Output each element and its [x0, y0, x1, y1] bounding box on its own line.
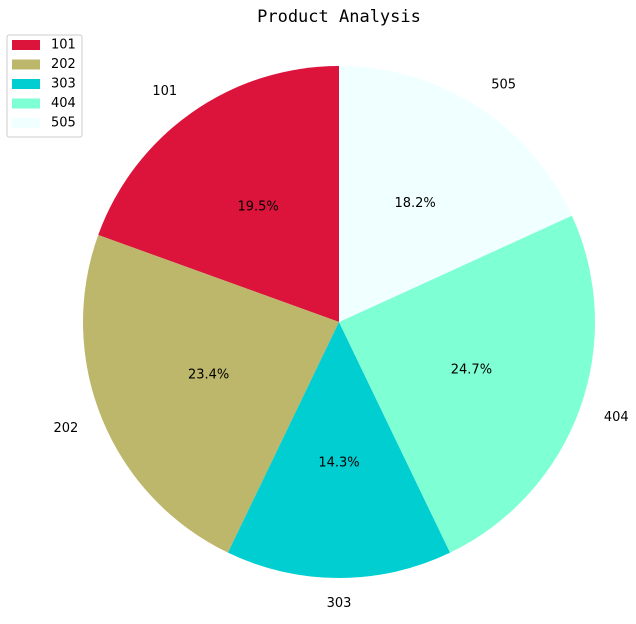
- pie-slice-101: [98, 66, 339, 322]
- slice-label-505: 505: [491, 78, 516, 93]
- legend-swatch-404: [12, 98, 40, 109]
- legend-label-202: 202: [51, 57, 76, 72]
- slice-labels: 101 19.5% 202 23.4% 303 14.3% 404 24.7% 505 18.2%: [53, 78, 628, 611]
- legend-swatch-202: [12, 59, 40, 70]
- percent-label-101: 19.5%: [237, 199, 278, 214]
- percent-label-505: 18.2%: [394, 196, 435, 211]
- legend-swatch-101: [12, 40, 40, 50]
- slice-label-404: 404: [604, 410, 629, 425]
- chart-title: Product Analysis: [257, 7, 421, 27]
- legend: 101 202 303 404 505: [6, 34, 83, 138]
- legend-swatch-505: [12, 118, 40, 128]
- pie-slices: [82, 66, 595, 578]
- pie-slice-303: [227, 322, 451, 578]
- pie-slice-505: [339, 66, 572, 322]
- percent-label-202: 23.4%: [188, 368, 229, 383]
- pie-slice-404: [339, 215, 595, 553]
- percent-label-404: 24.7%: [451, 362, 492, 377]
- legend-label-404: 404: [51, 96, 76, 111]
- legend-label-303: 303: [51, 77, 76, 92]
- legend-swatch-303: [12, 79, 40, 89]
- slice-label-101: 101: [152, 84, 177, 99]
- pie-slice-202: [82, 234, 339, 553]
- legend-label-505: 505: [51, 116, 76, 131]
- legend-label-101: 101: [51, 38, 76, 53]
- slice-label-303: 303: [327, 596, 352, 611]
- percent-label-303: 14.3%: [318, 455, 359, 470]
- legend-entries: 101 202 303 404 505: [12, 38, 76, 131]
- slice-label-202: 202: [53, 421, 78, 436]
